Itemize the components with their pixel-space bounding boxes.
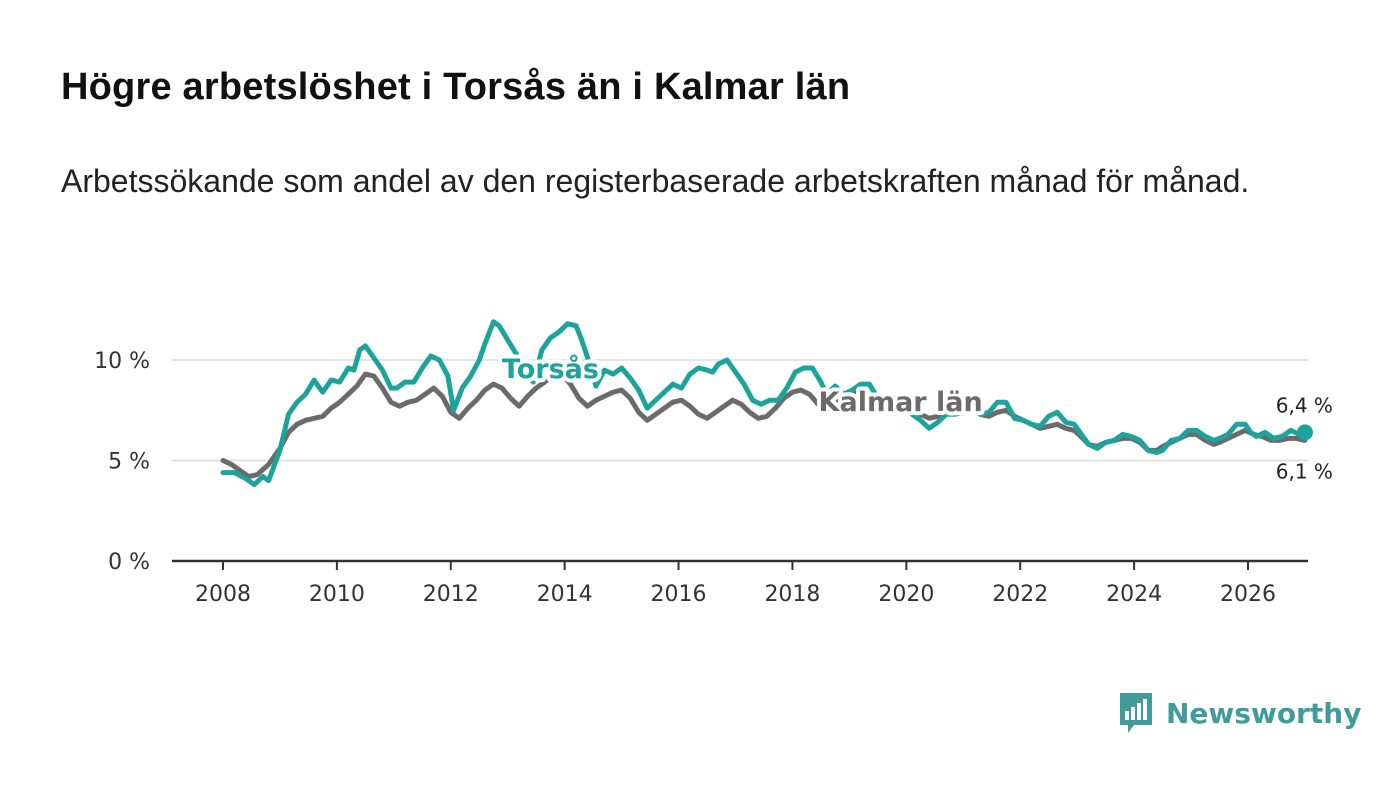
y-tick-label: 5 % — [108, 450, 150, 475]
x-tick-label: 2022 — [992, 582, 1048, 607]
chart-bars-icon — [1120, 693, 1152, 733]
x-tick-label: 2010 — [309, 582, 365, 607]
chart-subtitle: Arbetssökande som andel av den registerb… — [61, 163, 1250, 199]
y-tick-label: 0 % — [108, 550, 150, 575]
series-annotation-label: Torsås — [502, 353, 599, 385]
x-tick-label: 2020 — [878, 582, 934, 607]
series-line-tors-s — [220, 319, 1308, 488]
x-tick-label: 2012 — [423, 582, 479, 607]
x-tick-label: 2026 — [1220, 582, 1276, 607]
end-value-label: 6,4 % — [1276, 393, 1333, 417]
x-tick-label: 2008 — [195, 582, 251, 607]
series-lines — [220, 319, 1313, 488]
brand-name: Newsworthy — [1166, 696, 1362, 730]
x-tick-label: 2014 — [537, 582, 593, 607]
x-tick-label: 2016 — [651, 582, 707, 607]
x-tick-label: 2018 — [764, 582, 820, 607]
series-end-dot — [1296, 424, 1313, 441]
x-tick-label: 2024 — [1106, 582, 1162, 607]
chart-title: Högre arbetslöshet i Torsås än i Kalmar … — [61, 66, 851, 108]
gridlines — [172, 359, 1308, 462]
end-value-label: 6,1 % — [1276, 459, 1333, 483]
y-tick-label: 10 % — [94, 349, 150, 374]
series-labels: 6,4 % 6,1 % Torsås Kalmar län — [498, 349, 1333, 483]
series-annotation-label: Kalmar län — [819, 387, 983, 418]
axes: 0 % 5 % 10 % 2008 2010 2012 2014 2016 2018 2020 20… — [94, 349, 1308, 607]
newsworthy-brand[interactable]: Newsworthy — [1118, 690, 1361, 736]
